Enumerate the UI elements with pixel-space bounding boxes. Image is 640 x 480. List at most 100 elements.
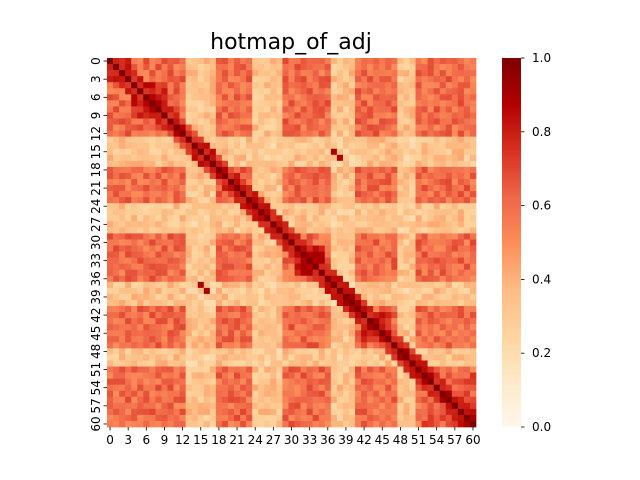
heatmap-cell bbox=[361, 263, 368, 271]
heatmap-cell bbox=[221, 330, 229, 337]
heatmap-cell bbox=[379, 94, 386, 101]
heatmap-cell bbox=[234, 299, 241, 307]
heatmap-cell bbox=[282, 251, 289, 258]
heatmap-cell bbox=[215, 245, 223, 252]
heatmap-cell bbox=[149, 384, 156, 392]
heatmap-cell bbox=[373, 94, 380, 101]
heatmap-cell bbox=[155, 148, 162, 156]
heatmap-cell bbox=[270, 100, 277, 107]
heatmap-cell bbox=[149, 287, 156, 295]
heatmap-cell bbox=[221, 306, 229, 313]
heatmap-cell bbox=[409, 130, 416, 137]
heatmap-cell bbox=[457, 215, 465, 222]
heatmap-cell bbox=[119, 420, 126, 428]
heatmap-cell bbox=[197, 172, 205, 180]
heatmap-cell bbox=[451, 185, 459, 192]
heatmap-cell bbox=[197, 112, 205, 119]
heatmap-cell bbox=[312, 197, 320, 204]
heatmap-cell bbox=[463, 299, 471, 307]
heatmap-cell bbox=[385, 402, 392, 410]
heatmap-cell bbox=[342, 191, 350, 198]
heatmap-cell bbox=[451, 70, 459, 77]
heatmap-cell bbox=[324, 414, 332, 422]
heatmap-cell bbox=[179, 148, 186, 156]
heatmap-cell bbox=[300, 82, 307, 89]
heatmap-cell bbox=[318, 172, 326, 180]
heatmap-cell bbox=[336, 233, 344, 240]
heatmap-cell bbox=[143, 312, 150, 319]
heatmap-cell bbox=[258, 154, 265, 162]
heatmap-cell bbox=[306, 112, 314, 119]
heatmap-cell bbox=[306, 281, 314, 289]
heatmap-cell bbox=[348, 330, 356, 337]
heatmap-cell bbox=[361, 154, 368, 162]
heatmap-cell bbox=[240, 94, 247, 101]
heatmap-cell bbox=[318, 306, 326, 313]
heatmap-cell bbox=[191, 263, 199, 271]
heatmap-cell bbox=[167, 70, 174, 77]
heatmap-cell bbox=[403, 106, 410, 113]
heatmap-cell bbox=[143, 263, 150, 271]
heatmap-cell bbox=[348, 239, 356, 246]
heatmap-cell bbox=[179, 408, 186, 416]
heatmap-cell bbox=[270, 64, 277, 71]
heatmap-cell bbox=[107, 396, 114, 404]
heatmap-cell bbox=[185, 154, 193, 162]
heatmap-cell bbox=[246, 100, 253, 107]
heatmap-cell bbox=[469, 348, 477, 355]
heatmap-cell bbox=[125, 76, 132, 83]
heatmap-cell bbox=[119, 166, 126, 174]
heatmap-cell bbox=[457, 342, 465, 349]
heatmap-cell bbox=[409, 64, 416, 71]
heatmap-cell bbox=[342, 88, 350, 95]
heatmap-cell bbox=[258, 342, 265, 349]
heatmap-cell bbox=[185, 269, 193, 277]
heatmap-cell bbox=[119, 76, 126, 83]
heatmap-cell bbox=[373, 166, 380, 174]
heatmap-cell bbox=[367, 112, 374, 119]
heatmap-cell bbox=[348, 185, 356, 192]
heatmap-cell bbox=[209, 118, 217, 125]
heatmap-cell bbox=[445, 154, 453, 162]
heatmap-cell bbox=[143, 227, 150, 234]
heatmap-cell bbox=[252, 148, 259, 156]
heatmap-cell bbox=[221, 233, 229, 240]
heatmap-cell bbox=[403, 306, 410, 313]
heatmap-cell bbox=[300, 166, 307, 174]
x-tick-label: 45 bbox=[375, 433, 390, 447]
heatmap-cell bbox=[355, 136, 362, 144]
heatmap-cell bbox=[155, 251, 162, 258]
heatmap-cell bbox=[324, 64, 332, 71]
heatmap-cell bbox=[203, 293, 211, 301]
heatmap-cell bbox=[137, 420, 144, 428]
heatmap-cell bbox=[185, 281, 193, 289]
heatmap-cell bbox=[137, 263, 144, 271]
heatmap-cell bbox=[415, 293, 422, 301]
heatmap-cell bbox=[367, 70, 374, 77]
heatmap-cell bbox=[300, 336, 307, 343]
heatmap-cell bbox=[348, 154, 356, 162]
heatmap-cell bbox=[155, 414, 162, 422]
heatmap-cell bbox=[403, 76, 410, 83]
heatmap-cell bbox=[258, 378, 265, 386]
heatmap-cell bbox=[246, 396, 253, 404]
heatmap-cell bbox=[234, 366, 241, 373]
heatmap-cell bbox=[191, 178, 199, 186]
heatmap-cell bbox=[306, 245, 314, 252]
heatmap-cell bbox=[276, 287, 283, 295]
heatmap-cell bbox=[125, 330, 132, 337]
heatmap-cell bbox=[403, 203, 410, 210]
heatmap-cell bbox=[155, 275, 162, 283]
heatmap-cell bbox=[270, 233, 277, 240]
heatmap-cell bbox=[179, 64, 186, 71]
heatmap-cell bbox=[397, 408, 404, 416]
heatmap-cell bbox=[203, 221, 211, 228]
heatmap-cell bbox=[294, 130, 301, 137]
heatmap-cell bbox=[234, 293, 241, 301]
heatmap-cell bbox=[361, 106, 368, 113]
heatmap-cell bbox=[457, 348, 465, 355]
heatmap-cell bbox=[445, 390, 453, 398]
heatmap-cell bbox=[457, 130, 465, 137]
heatmap-cell bbox=[185, 312, 193, 319]
heatmap-cell bbox=[246, 172, 253, 180]
